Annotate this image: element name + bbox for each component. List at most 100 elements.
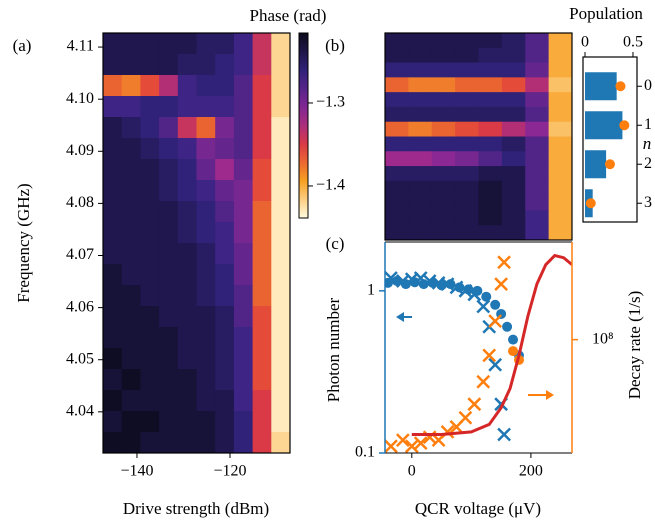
heatmap-cell: [385, 136, 409, 152]
heatmap-cell: [103, 390, 123, 412]
heatmap-cell: [103, 285, 123, 307]
heatmap-cell: [252, 33, 272, 55]
heatmap-cell: [525, 121, 550, 137]
heatmap-cell: [431, 210, 456, 226]
cross: [497, 255, 511, 270]
heatmap-cell: [233, 117, 254, 139]
heatmap-cell: [385, 92, 409, 108]
heatmap-cell: [159, 348, 179, 370]
heatmap-cell: [233, 411, 254, 433]
heatmap-cell: [159, 306, 179, 328]
heatmap-cell: [525, 92, 550, 108]
x-tick-label: 200: [519, 463, 543, 480]
heatmap-cell: [431, 225, 456, 241]
cross: [482, 348, 497, 363]
heatmap-cell: [196, 96, 216, 118]
heatmap-cell: [121, 348, 141, 370]
heatmap-cell: [271, 54, 291, 76]
heatmap-cell: [478, 210, 503, 226]
heatmap-cell: [385, 225, 409, 241]
heatmap-cell: [233, 201, 254, 223]
heatmap-cell: [431, 121, 456, 137]
heatmap-cell: [455, 225, 479, 241]
heatmap-cell: [501, 33, 526, 49]
cross: [488, 314, 503, 329]
heatmap-cell: [159, 411, 179, 433]
heatmap-cell: [196, 369, 216, 391]
heatmap-cell: [196, 54, 216, 76]
dot: [604, 159, 615, 170]
cross: [404, 439, 419, 453]
cross: [476, 374, 491, 389]
heatmap-cell: [159, 201, 179, 223]
heatmap-cell: [215, 138, 235, 160]
layer: −140 −120 4.04 4.05 4.06 4.07 4.08 4.09 4.10 4.11…: [13, 4, 652, 518]
heatmap-cell: [215, 96, 235, 118]
heatmap-cell: [455, 92, 479, 108]
heatmap-cell: [501, 195, 526, 211]
heatmap-cell: [252, 201, 272, 223]
heatmap-cell: [233, 54, 254, 76]
heatmap-cell: [103, 117, 123, 139]
heatmap-cell: [271, 243, 291, 265]
point: [454, 282, 465, 293]
heatmap-cell: [252, 243, 272, 265]
heatmap-cell: [271, 75, 291, 97]
heatmap-cell: [408, 151, 433, 167]
heatmap-cell: [501, 225, 526, 241]
label: n: [643, 134, 652, 153]
heatmap-cell: [252, 390, 272, 412]
heatmap-cell: [233, 390, 254, 412]
heatmap-cell: [140, 222, 160, 244]
heatmap-cell: [525, 166, 550, 182]
bar: [585, 150, 607, 179]
heatmap-cell: [196, 201, 216, 223]
heatmap-cell: [548, 62, 573, 78]
heatmap-cell: [233, 222, 254, 244]
heatmap-cell: [455, 151, 479, 167]
heatmap-cell: [233, 432, 254, 454]
heatmap-cell: [196, 390, 216, 412]
heatmap-cell: [252, 432, 272, 454]
heatmap-cell: [159, 285, 179, 307]
heatmap-cell: [478, 136, 503, 152]
heatmap-cell: [140, 159, 160, 181]
cross: [440, 277, 455, 291]
label: (b): [325, 36, 345, 55]
heatmap-cell: [431, 92, 456, 108]
heatmap-cell: [385, 195, 409, 211]
heatmap-cell: [385, 47, 409, 64]
point: [481, 291, 492, 302]
heatmap-cell: [431, 180, 456, 197]
heatmap-cell: [252, 411, 272, 433]
heatmap-cell: [431, 195, 456, 211]
point: [445, 279, 456, 290]
heatmap-cell: [548, 136, 573, 152]
heatmap-cell: [548, 180, 573, 197]
heatmap-cell: [548, 77, 573, 93]
heatmap-cell: [177, 327, 197, 349]
heatmap-cell: [159, 327, 179, 349]
heatmap-cell: [121, 285, 141, 307]
heatmap-cell: [121, 390, 141, 412]
heatmap-cell: [215, 306, 235, 328]
fit-line: [411, 253, 572, 437]
heatmap-cell: [121, 180, 141, 202]
heatmap-cell: [525, 180, 550, 197]
heatmap-cell: [196, 432, 216, 454]
heatmap-cell: [252, 180, 272, 202]
heatmap-cell: [215, 180, 235, 202]
heatmap-cell: [103, 243, 123, 265]
heatmap-cell: [271, 348, 291, 370]
heatmap-cell: [478, 180, 503, 197]
heatmap-cell: [385, 166, 409, 182]
heatmap-cell: [103, 327, 123, 349]
heatmap-cell: [103, 33, 123, 55]
heatmap-cell: [233, 306, 254, 328]
heatmap-cell: [140, 432, 160, 454]
heatmap-cell: [408, 180, 433, 197]
heatmap-cell: [233, 75, 254, 97]
heatmap-cell: [159, 138, 179, 160]
heatmap-cell: [103, 306, 123, 328]
heatmap-cell: [271, 285, 291, 307]
